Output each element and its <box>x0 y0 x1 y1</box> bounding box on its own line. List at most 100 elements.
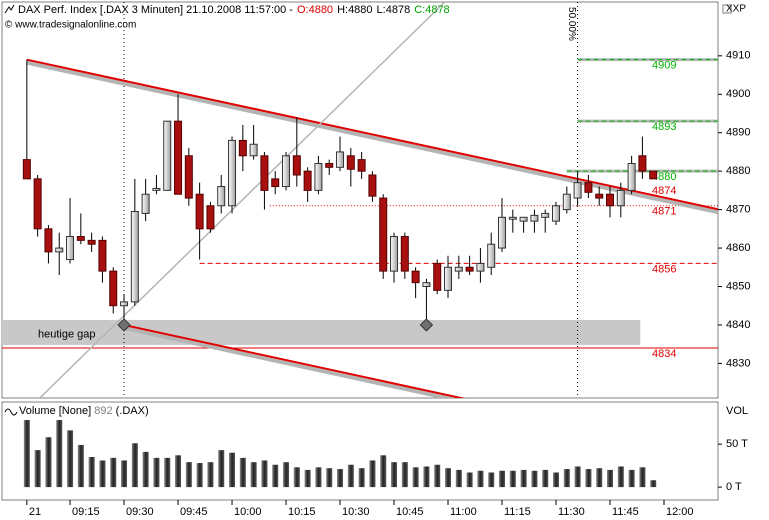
level-label: 4856 <box>652 263 676 275</box>
candle-body <box>541 212 550 218</box>
candle-body <box>606 193 615 207</box>
y-tick-label: 4870 <box>726 204 750 216</box>
volume-bar <box>563 469 570 488</box>
candle-body <box>66 236 75 261</box>
candle-body <box>379 197 388 272</box>
vline-label: 50.00% <box>566 7 577 41</box>
volume-bar <box>369 460 376 488</box>
candle-body <box>195 193 204 230</box>
candle-body <box>454 266 463 272</box>
candle-body <box>174 120 183 195</box>
y-tick-label: 4900 <box>726 88 750 100</box>
volume-bar <box>607 469 614 488</box>
candle-body <box>120 301 129 307</box>
volume-bar <box>553 472 560 488</box>
volume-bar <box>283 462 290 488</box>
volume-bar <box>639 467 646 488</box>
candle-body <box>346 155 355 170</box>
candle-body <box>357 159 366 172</box>
candle-body <box>76 236 85 241</box>
volume-tick-label: 0 T <box>726 481 742 493</box>
candle-body <box>152 187 161 191</box>
candle-body <box>336 151 345 168</box>
y-tick-label: 4840 <box>726 319 750 331</box>
quote-part: C:4878 <box>414 4 449 16</box>
candle-body <box>44 228 53 253</box>
volume-bar <box>509 470 516 488</box>
title-text: DAX Perf. Index [.DAX 3 Minuten] 21.10.2… <box>18 4 293 16</box>
panel-button[interactable] <box>722 4 732 14</box>
volume-bar <box>326 468 333 488</box>
price-plot: heutige gap 50.00% 4909 4893 4880 4874 4871 485… <box>2 2 718 398</box>
candle-body <box>584 182 593 193</box>
volume-bar <box>455 469 462 488</box>
chart-icon <box>4 4 15 14</box>
x-tick-label: 10:00 <box>234 506 262 518</box>
volume-bar <box>131 443 138 488</box>
volume-bar <box>488 472 495 488</box>
volume-bar <box>110 457 117 488</box>
volume-bar <box>585 469 592 488</box>
trendline <box>26 58 718 211</box>
level-label: 4880 <box>652 171 676 183</box>
level-label: 4871 <box>652 206 676 218</box>
volume-bar <box>207 462 214 488</box>
x-tick-label: 09:30 <box>126 506 154 518</box>
candle-body <box>368 174 377 197</box>
x-tick-label: 11:45 <box>612 506 639 518</box>
volume-bar <box>175 455 182 488</box>
candle-body <box>444 266 453 291</box>
volume-bar <box>574 466 581 488</box>
volume-bar <box>67 430 74 488</box>
volume-bar <box>45 437 52 488</box>
x-tick-label: 11:30 <box>558 506 585 518</box>
candle-body <box>649 170 658 180</box>
volume-bar <box>77 444 84 488</box>
candle-body <box>530 214 539 222</box>
source: © www.tradesignalonline.com <box>5 20 136 31</box>
candle-body <box>476 262 485 272</box>
x-tick-label: 10:30 <box>342 506 370 518</box>
volume-bar <box>250 462 257 488</box>
volume-bar <box>142 451 149 488</box>
candle-body <box>562 193 571 211</box>
volume-bar <box>401 462 408 488</box>
volume-bar <box>272 464 279 488</box>
candle-body <box>282 155 291 188</box>
volume-bar <box>239 457 246 488</box>
level-label: 4909 <box>652 60 676 72</box>
volume-bar <box>477 470 484 488</box>
candle-body <box>163 120 172 191</box>
candle-body <box>87 239 96 245</box>
candle-body <box>638 155 647 172</box>
candle-body <box>616 189 625 207</box>
volume-bar <box>164 457 171 488</box>
marker <box>117 318 131 332</box>
y-tick-label: 4880 <box>726 165 750 177</box>
candle-body <box>249 143 258 157</box>
candle-body <box>400 236 409 272</box>
candle-body <box>55 247 64 253</box>
volume-bar <box>542 469 549 488</box>
candle-body <box>33 178 42 230</box>
volume-bar <box>121 460 128 488</box>
y-tick-label: 4850 <box>726 280 750 292</box>
candle-body <box>325 162 334 168</box>
candle-body <box>552 205 561 222</box>
volume-bar <box>196 463 203 488</box>
x-tick-label: 09:15 <box>72 506 100 518</box>
candle-body <box>422 282 431 288</box>
gap-band <box>2 319 641 345</box>
volume-bar <box>445 468 452 488</box>
marker <box>419 318 434 332</box>
volume-bar <box>56 420 63 488</box>
volume-bar <box>617 466 624 488</box>
candle-body <box>595 193 604 199</box>
x-tick-label: 10:45 <box>396 506 424 518</box>
volume-icon <box>4 408 18 416</box>
candle-body <box>433 262 442 291</box>
candle-body <box>141 193 150 214</box>
candle-body <box>292 155 301 176</box>
volume-plot <box>23 420 657 488</box>
